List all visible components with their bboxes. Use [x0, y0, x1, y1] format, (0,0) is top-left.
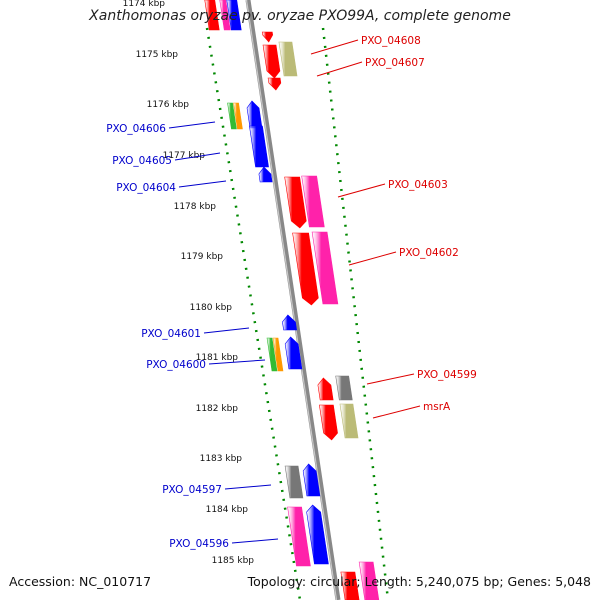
genome-summary-text: Topology: circular; Length: 5,240,075 bp… [247, 574, 591, 589]
tick-label: 1179 kbp [181, 252, 224, 262]
gene-arrow [249, 125, 269, 168]
gene-arrow [292, 232, 319, 306]
gene-arrow [284, 336, 303, 370]
gene-arrow [246, 100, 263, 129]
gene-label-reverse[interactable]: PXO_04606 [106, 123, 166, 135]
gene-arrow-bottom-cut [340, 571, 360, 600]
gene-arrow [282, 314, 297, 331]
gene-arrow [278, 41, 298, 77]
gene-arrow [335, 375, 353, 401]
gene-label-forward[interactable]: PXO_04607 [365, 57, 425, 69]
gene-arrow [258, 166, 273, 183]
accession-text: Accession: NC_010717 [9, 574, 152, 589]
label-leader-line [337, 183, 386, 198]
gene-label-forward[interactable]: msrA [423, 401, 451, 413]
gene-arrow [317, 377, 334, 401]
left-tick-track [205, 27, 302, 600]
label-leader-line [178, 180, 227, 188]
gene-arrow-top-cut [219, 0, 231, 31]
gene-label-forward[interactable]: PXO_04603 [388, 179, 448, 191]
genome-backbone-highlight [245, 0, 338, 600]
gene-label-reverse[interactable]: PXO_04601 [141, 328, 201, 340]
gene-arrow-top-cut [204, 0, 220, 31]
map-title: Xanthomonas oryzae pv. oryzae PXO99A, co… [89, 8, 511, 24]
gene-arrow [267, 77, 282, 91]
gene-label-forward[interactable]: PXO_04608 [361, 35, 421, 47]
tick-label: 1185 kbp [212, 556, 255, 566]
right-tick-track [321, 27, 390, 600]
gene-arrow [262, 44, 281, 79]
tick-label: 1180 kbp [190, 303, 233, 313]
gene-arrow [227, 102, 237, 130]
label-leader-line [203, 327, 250, 334]
gene-arrow [284, 465, 304, 499]
tick-label: 1178 kbp [174, 202, 217, 212]
gene-arrow [311, 231, 339, 305]
gene-label-reverse[interactable]: PXO_04605 [112, 155, 172, 167]
gene-arrow [339, 403, 359, 439]
label-leader-line [208, 359, 266, 365]
tick-label: 1182 kbp [196, 404, 239, 414]
label-leader-line [316, 61, 363, 77]
label-leader-line [231, 538, 279, 544]
gene-arrow [319, 404, 338, 441]
gene-arrow-top-cut [226, 0, 242, 31]
tick-label: 1176 kbp [147, 100, 190, 110]
tick-label: 1177 kbp [163, 151, 206, 161]
gene-arrow [272, 337, 284, 372]
gene-arrow [266, 337, 278, 372]
gene-label-forward[interactable]: PXO_04599 [417, 369, 477, 381]
label-leader-line [366, 373, 415, 385]
tick-label: 1175 kbp [136, 50, 179, 60]
gene-label-reverse[interactable]: PXO_04604 [116, 182, 176, 194]
genome-backbone [245, 0, 341, 600]
gene-arrow [261, 31, 274, 43]
gene-arrow [302, 463, 321, 497]
gene-arrow [306, 504, 329, 565]
gene-arrow-bottom-cut [358, 561, 380, 600]
gene-arrow [233, 102, 243, 130]
gene-label-reverse[interactable]: PXO_04600 [146, 359, 206, 371]
label-leader-line [224, 484, 272, 490]
gene-arrow [287, 506, 311, 567]
tick-label: 1184 kbp [206, 505, 249, 515]
gene-arrow [301, 175, 325, 228]
gene-label-forward[interactable]: PXO_04602 [399, 247, 459, 259]
tick-label: 1174 kbp [123, 0, 166, 9]
label-leader-line [168, 121, 216, 129]
tick-label: 1181 kbp [196, 353, 239, 363]
label-leader-line [310, 39, 359, 55]
label-leader-line [174, 152, 221, 161]
gene-label-reverse[interactable]: PXO_04597 [162, 484, 222, 496]
label-leader-line [348, 251, 397, 266]
tick-label: 1183 kbp [200, 454, 243, 464]
gene-label-reverse[interactable]: PXO_04596 [169, 538, 229, 550]
label-leader-line [372, 405, 421, 419]
gene-arrow [284, 176, 307, 229]
